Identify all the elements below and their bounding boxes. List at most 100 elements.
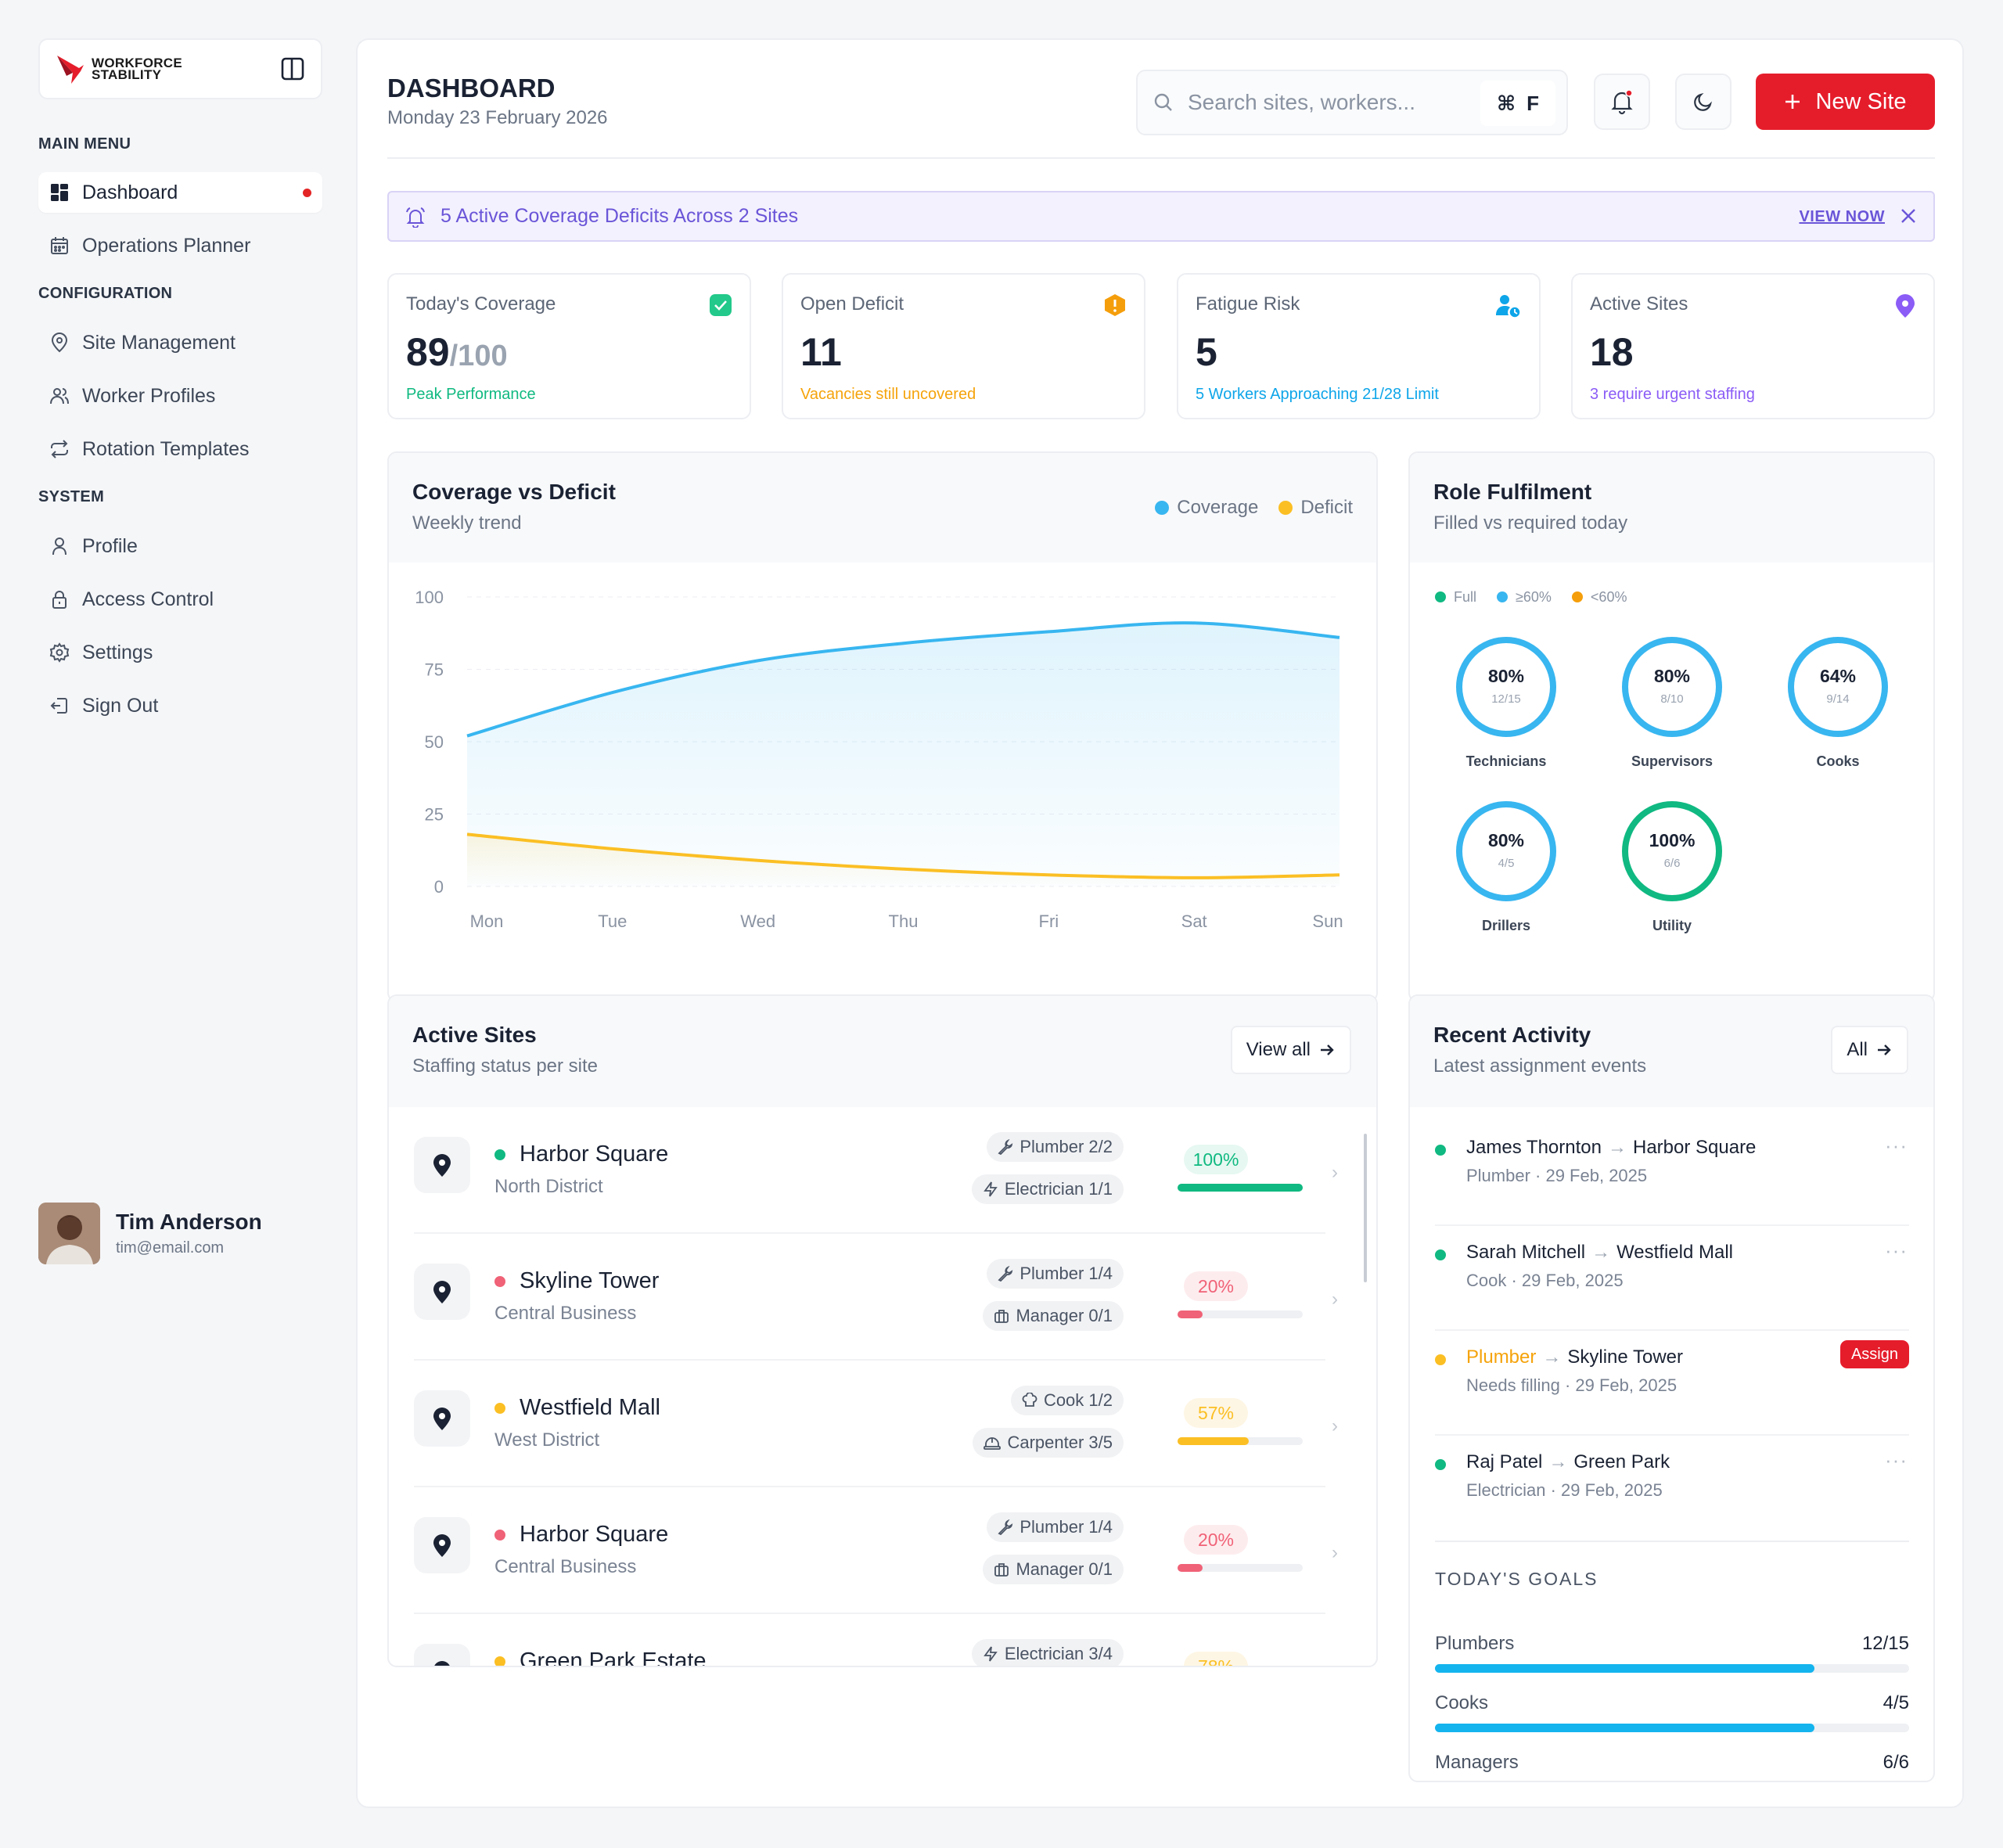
activity-item[interactable]: Plumber → Skyline Tower Needs filling · 29 … xyxy=(1435,1340,1909,1445)
more-options-icon[interactable]: ··· xyxy=(1885,1134,1908,1157)
brand-logo[interactable]: WORKFORCE STABILITY xyxy=(56,52,182,85)
ring-gauge xyxy=(1456,801,1556,901)
goal-value: 12/15 xyxy=(1861,1633,1909,1654)
more-options-icon[interactable]: ··· xyxy=(1885,1239,1908,1262)
sidebar-item-access-control[interactable]: Access Control xyxy=(38,579,322,620)
grid-icon xyxy=(51,184,68,201)
view-all-label: View all xyxy=(1246,1039,1311,1060)
arrow-icon: → xyxy=(1542,1346,1562,1368)
briefcase-icon xyxy=(994,1562,1009,1577)
role-name: Supervisors xyxy=(1631,753,1714,769)
recent-activity-subtitle: Latest assignment events xyxy=(1433,1055,1647,1077)
site-status-dot xyxy=(494,1402,505,1414)
sidebar-item-rotation-templates[interactable]: Rotation Templates xyxy=(38,429,322,469)
site-row[interactable]: Westfield Mall West District Cook 1/2 Carpe… xyxy=(389,1361,1350,1487)
user-card[interactable]: Tim Anderson tim@email.com xyxy=(38,1203,262,1264)
activity-item[interactable]: Sarah Mitchell → Westfield Mall Cook · 29 F… xyxy=(1435,1235,1909,1340)
legend-deficit: Deficit xyxy=(1278,497,1353,519)
site-coverage-bar xyxy=(1178,1184,1303,1192)
goal-label: Managers xyxy=(1435,1752,1519,1773)
goals-divider xyxy=(1435,1541,1909,1542)
sidebar-item-site-management[interactable]: Site Management xyxy=(38,322,322,363)
x-tick-label: Sat xyxy=(1181,911,1207,931)
goal-progress-bar xyxy=(1435,1664,1909,1673)
activity-item[interactable]: James Thornton → Harbor Square Plumber · 29… xyxy=(1435,1131,1909,1235)
activity-status-dot xyxy=(1435,1145,1446,1156)
site-coverage-bar xyxy=(1178,1310,1303,1318)
location-icon xyxy=(1896,294,1915,318)
legend-below-60: <60% xyxy=(1590,589,1627,605)
wrench-icon xyxy=(998,1139,1013,1155)
map-pin-icon xyxy=(433,1281,451,1303)
sidebar-item-dashboard[interactable]: Dashboard xyxy=(38,172,322,213)
site-pin xyxy=(414,1264,470,1320)
view-all-button[interactable]: View all xyxy=(1230,1026,1351,1074)
role-percent: 80% xyxy=(1487,666,1525,686)
role-name: Drillers xyxy=(1481,918,1531,933)
site-list-scrollbar[interactable] xyxy=(1364,1134,1367,1282)
kpi-label: Active Sites xyxy=(1590,293,1688,315)
kpi-label: Open Deficit xyxy=(800,293,904,315)
alert-view-now-link[interactable]: VIEW NOW xyxy=(1799,208,1885,225)
map-pin-icon xyxy=(433,1534,451,1557)
site-name: Westfield Mall xyxy=(520,1395,660,1420)
x-tick-label: Fri xyxy=(1039,911,1059,931)
site-row[interactable]: Skyline Tower Central Business Plumber 1/4… xyxy=(389,1234,1350,1361)
theme-toggle-button[interactable] xyxy=(1675,74,1731,130)
section-configuration: CONFIGURATION xyxy=(38,285,173,302)
role-fulfilment-card: Role Fulfilment Filled vs required today… xyxy=(1408,451,1935,1002)
recent-activity-title: Recent Activity xyxy=(1433,1023,1591,1047)
ring-fill xyxy=(1622,637,1722,737)
y-tick-label: 50 xyxy=(425,732,444,752)
new-site-button[interactable]: New Site xyxy=(1756,74,1935,130)
sidebar-item-operations-planner[interactable]: Operations Planner xyxy=(38,225,322,266)
active-sites-title: Active Sites xyxy=(412,1023,537,1047)
alarm-icon xyxy=(406,207,425,228)
notifications-button[interactable] xyxy=(1594,74,1650,130)
search-placeholder: Search sites, workers... xyxy=(1188,90,1415,114)
assign-button[interactable]: Assign xyxy=(1839,1340,1909,1368)
activity-where: Harbor Square xyxy=(1632,1137,1757,1158)
sidebar-item-label: Sign Out xyxy=(82,694,159,717)
role-ring: 80% 4/5 Drillers xyxy=(1454,799,1559,933)
role-fulfilment-subtitle: Filled vs required today xyxy=(1433,512,1628,534)
site-row[interactable]: Green Park EstateSouth DistrictElectrici… xyxy=(389,1614,1350,1666)
users-icon xyxy=(50,388,69,404)
site-row[interactable]: Harbor Square North District Plumber 2/2 El… xyxy=(389,1107,1350,1234)
activity-who: Plumber xyxy=(1466,1346,1537,1368)
ring-gauge xyxy=(1622,801,1722,901)
role-legend: Full ≥60% <60% xyxy=(1435,589,1627,606)
site-row[interactable]: Harbor Square Central Business Plumber 1/4… xyxy=(389,1487,1350,1614)
sidebar-toggle-icon[interactable] xyxy=(280,56,305,81)
ring-fill xyxy=(1456,801,1556,901)
activity-item[interactable]: Raj Patel → Green Park Electrician · 29 Feb… xyxy=(1435,1445,1909,1550)
role-fraction: 12/15 xyxy=(1491,692,1521,706)
sidebar-item-sign-out[interactable]: Sign Out xyxy=(38,685,322,726)
site-coverage-percent: 100% xyxy=(1184,1145,1248,1174)
close-icon[interactable] xyxy=(1899,207,1918,225)
sidebar-item-profile[interactable]: Profile xyxy=(38,526,322,566)
kpi-card-active-sites: Active Sites 18 3 require urgent staffin… xyxy=(1571,273,1935,419)
role-tag-label: Cook 1/2 xyxy=(1043,1390,1113,1410)
chevron-right-icon[interactable]: › xyxy=(1332,1289,1338,1310)
more-options-icon[interactable]: ··· xyxy=(1885,1448,1908,1472)
activity-status-dot xyxy=(1435,1459,1446,1470)
chevron-right-icon[interactable]: › xyxy=(1332,1162,1338,1183)
role-tag-label: Manager 0/1 xyxy=(1016,1559,1113,1579)
site-pin xyxy=(414,1644,470,1666)
row-divider xyxy=(414,1486,1325,1487)
site-district: Central Business xyxy=(494,1556,637,1577)
sidebar-item-worker-profiles[interactable]: Worker Profiles xyxy=(38,376,322,416)
chevron-right-icon[interactable]: › xyxy=(1332,1415,1338,1436)
sidebar-item-settings[interactable]: Settings xyxy=(38,632,322,673)
kpi-value: 5 xyxy=(1196,330,1217,374)
search-input[interactable]: Search sites, workers... ⌘ F xyxy=(1136,70,1568,135)
activity-filter-button[interactable]: All xyxy=(1831,1026,1908,1074)
site-coverage-bar-fill xyxy=(1178,1564,1203,1572)
chevron-right-icon[interactable]: › xyxy=(1332,1542,1338,1563)
activity-who: Raj Patel xyxy=(1466,1451,1543,1472)
map-pin-icon xyxy=(433,1154,451,1177)
site-list[interactable]: Harbor Square North District Plumber 2/2 El… xyxy=(389,1107,1376,1666)
recent-activity-card: Recent Activity Latest assignment events… xyxy=(1408,994,1935,1782)
kpi-label: Fatigue Risk xyxy=(1196,293,1300,315)
